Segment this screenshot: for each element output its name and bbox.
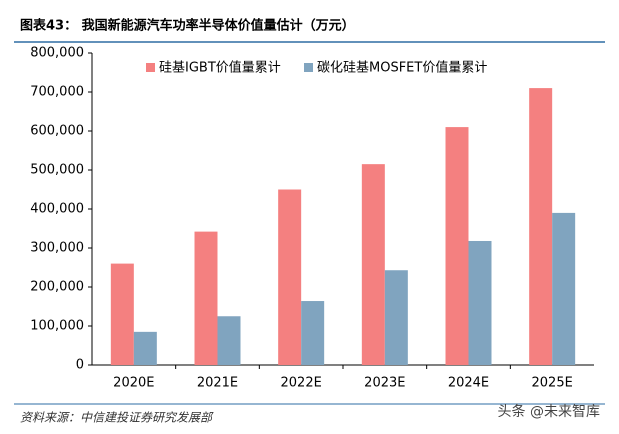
bar [529, 88, 553, 365]
y-tick-label: 100,000 [30, 319, 84, 334]
watermark: 头条 @未来智库 [498, 403, 600, 420]
bar [194, 231, 218, 365]
bar [552, 212, 576, 365]
bar [133, 331, 157, 365]
x-tick-label: 2021E [197, 376, 238, 391]
y-tick-label: 300,000 [30, 241, 84, 256]
y-tick-label: 700,000 [30, 85, 84, 100]
bar [217, 316, 241, 365]
y-tick-label: 500,000 [30, 163, 84, 178]
bar [384, 270, 408, 365]
x-tick-label: 2020E [113, 376, 154, 391]
bar [361, 164, 385, 365]
y-tick-label: 400,000 [30, 202, 84, 217]
bar [278, 189, 302, 365]
source: 资料来源：中信建投证券研究发展部 [20, 411, 214, 425]
x-tick-label: 2023E [364, 376, 405, 391]
bar [445, 127, 469, 365]
bar [301, 301, 325, 365]
bar [110, 263, 134, 365]
bar [468, 240, 492, 365]
y-tick-label: 800,000 [30, 46, 84, 61]
y-tick-label: 200,000 [30, 280, 84, 295]
x-tick-label: 2024E [448, 376, 489, 391]
chart-title: 图表43： 我国新能源汽车功率半导体价值量估计（万元） [20, 18, 355, 34]
legend-label: 碳化硅基MOSFET价值量累计 [317, 60, 487, 76]
legend-swatch [146, 63, 155, 72]
legend-swatch [304, 63, 313, 72]
y-tick-label: 600,000 [30, 124, 84, 139]
x-tick-label: 2022E [281, 376, 322, 391]
y-tick-label: 0 [76, 358, 84, 373]
x-tick-label: 2025E [532, 376, 573, 391]
legend-label: 硅基IGBT价值量累计 [159, 60, 281, 76]
